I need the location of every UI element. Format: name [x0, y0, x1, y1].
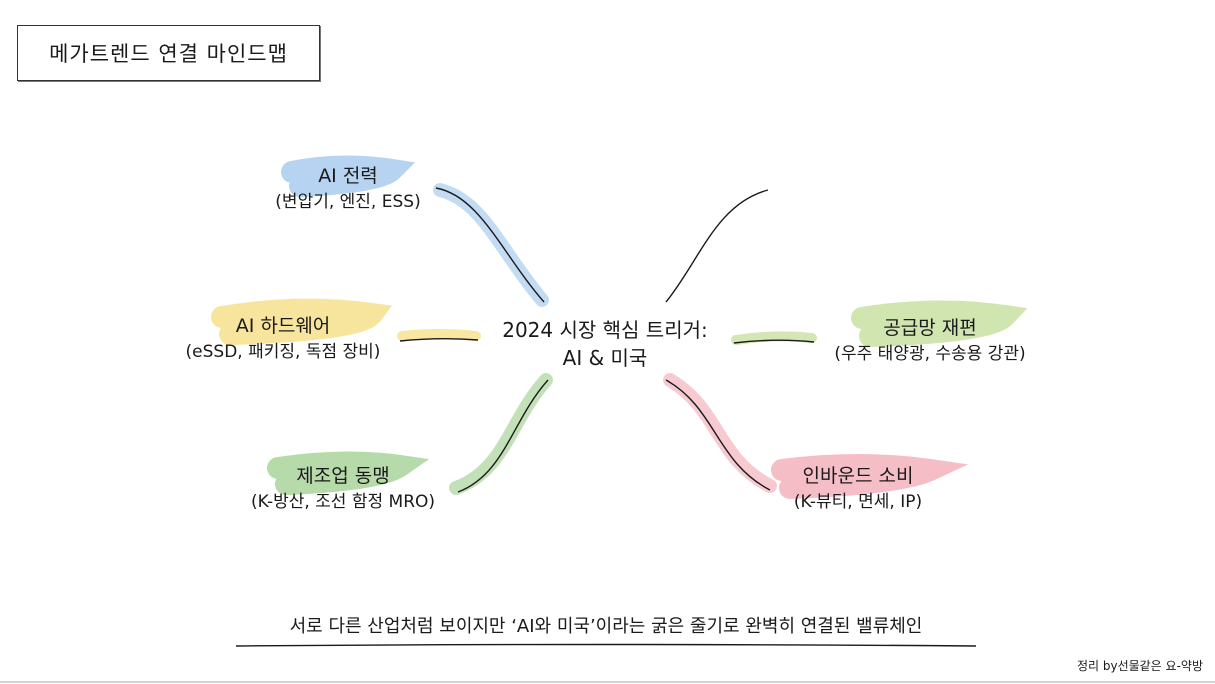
summary-underline: [235, 643, 977, 647]
central-topic: 2024 시장 핵심 트리거: AI & 미국: [480, 316, 730, 372]
supply-chain-connector-brush: [731, 331, 817, 345]
node-manufacturing-label: 제조업 동맹: [296, 465, 390, 487]
node-supply-chain: 공급망 재편 (우주 태양광, 수송용 강관): [812, 316, 1048, 366]
ai-power-highlight: [281, 155, 416, 197]
node-supply-chain-label: 공급망 재편: [883, 317, 977, 339]
node-ai-hardware: AI 하드웨어 (eSSD, 패키징, 독점 장비): [170, 314, 396, 364]
summary-caption: 서로 다른 산업처럼 보이지만 ‘AI와 미국’이라는 굵은 줄기로 완벽히 연…: [289, 616, 923, 637]
node-supply-chain-detail: (우주 태양광, 수송용 강관): [834, 344, 1026, 364]
ai-power-connector: [435, 187, 545, 303]
central-topic-line1: 2024 시장 핵심 트리거:: [502, 318, 708, 342]
page-title: 메가트렌드 연결 마인드맵: [49, 42, 288, 66]
ai-hardware-connector: [399, 338, 479, 342]
node-ai-power-label: AI 전력: [318, 165, 378, 187]
node-inbound: 인바운드 소비 (K-뷰티, 면세, IP): [768, 464, 948, 514]
manufacturing-connector-brush: [449, 373, 553, 495]
node-inbound-detail: (K-뷰티, 면세, IP): [793, 492, 923, 512]
supply-chain-highlight: [851, 300, 1028, 347]
page-title-box: 메가트렌드 연결 마인드맵: [17, 25, 320, 81]
credit-text: 정리 by선물같은 요-약방: [1076, 659, 1203, 673]
node-inbound-label: 인바운드 소비: [802, 465, 914, 487]
ai-hardware-highlight: [211, 298, 393, 345]
inbound-connector-brush: [663, 373, 777, 493]
inbound-connector: [665, 379, 771, 491]
central-topic-line2: AI & 미국: [562, 346, 648, 370]
node-ai-hardware-detail: (eSSD, 패키징, 독점 장비): [185, 342, 381, 362]
supply-chain-connector: [733, 339, 815, 344]
node-ai-power: AI 전력 (변압기, 엔진, ESS): [250, 164, 446, 214]
node-ai-power-detail: (변압기, 엔진, ESS): [275, 192, 421, 212]
node-manufacturing-detail: (K-방산, 조선 함정 MRO): [250, 492, 436, 512]
ai-hardware-connector-brush: [397, 329, 481, 341]
manufacturing-connector: [457, 379, 549, 493]
node-manufacturing: 제조업 동맹 (K-방산, 조선 함정 MRO): [228, 464, 458, 514]
ai-power-connector-brush: [433, 183, 549, 307]
empty-branch-connector: [665, 189, 769, 303]
node-ai-hardware-label: AI 하드웨어: [235, 315, 331, 337]
inbound-highlight: [771, 454, 969, 499]
manufacturing-highlight: [267, 451, 430, 495]
